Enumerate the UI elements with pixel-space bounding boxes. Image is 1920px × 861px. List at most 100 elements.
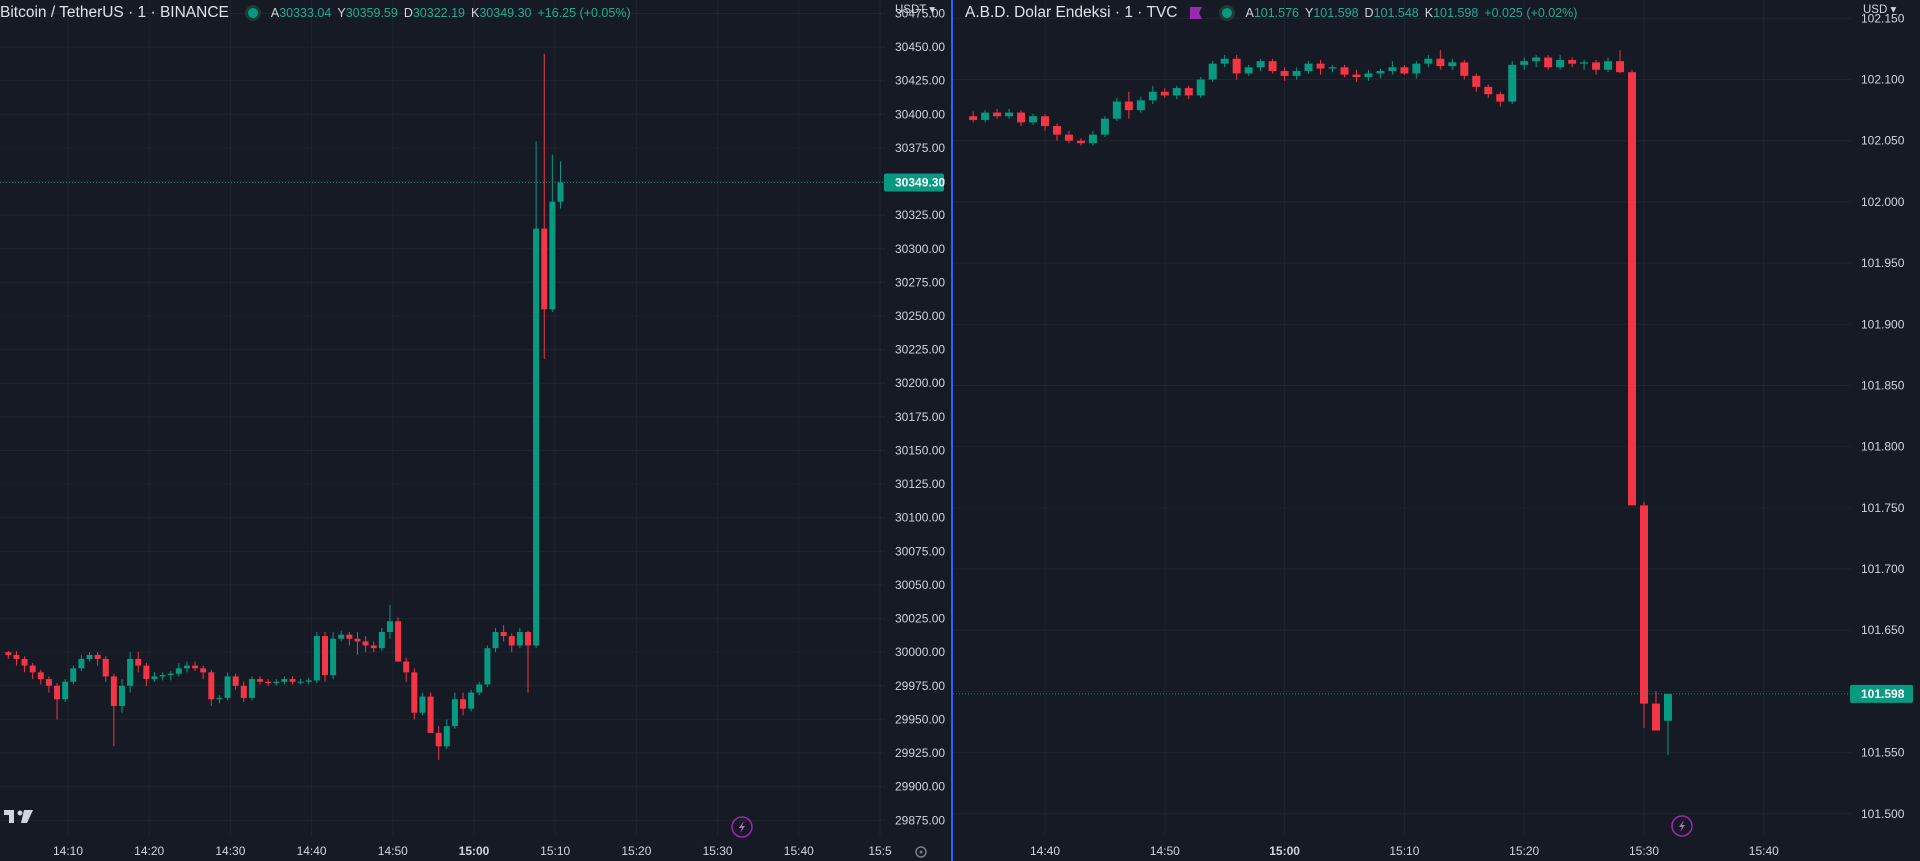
candle[interactable] [183, 661, 190, 673]
candle[interactable] [5, 650, 12, 659]
candle[interactable] [13, 650, 20, 666]
candle[interactable] [37, 669, 44, 685]
candle[interactable] [1352, 69, 1361, 82]
candle[interactable] [1088, 130, 1097, 146]
candle[interactable] [1124, 91, 1133, 119]
candle[interactable] [386, 605, 393, 639]
candle[interactable] [1544, 55, 1553, 70]
candle[interactable] [1064, 130, 1073, 144]
candle[interactable] [1220, 55, 1229, 68]
candle[interactable] [362, 636, 369, 653]
candle[interactable] [435, 726, 442, 760]
candle[interactable] [1256, 58, 1265, 71]
gear-icon[interactable] [915, 846, 927, 858]
candle[interactable] [476, 681, 483, 696]
btcusdt-candlestick-chart[interactable]: 30475.00 30450.00 30425.00 30400.00 30375.00… [0, 0, 951, 861]
candle[interactable] [273, 679, 280, 686]
candle[interactable] [127, 652, 134, 693]
candle[interactable] [338, 630, 345, 642]
candle[interactable] [192, 661, 199, 672]
candle[interactable] [1472, 73, 1481, 92]
time-axis[interactable]: 14:10 14:20 14:30 14:40 14:50 15:00 15:10 15:20… [53, 844, 892, 858]
dxy-candlestick-chart[interactable]: 102.150 102.100 102.050 102.000 101.950 101.9… [953, 0, 1920, 861]
candle[interactable] [216, 695, 223, 704]
chart-pane-btcusdt[interactable]: 30475.00 30450.00 30425.00 30400.00 30375.00… [0, 0, 951, 861]
candle[interactable] [1376, 68, 1385, 79]
candle[interactable] [159, 672, 166, 681]
candle[interactable] [1364, 69, 1373, 81]
candle[interactable] [1616, 50, 1625, 74]
candle[interactable] [484, 645, 491, 688]
candle[interactable] [1448, 58, 1457, 70]
symbol-title[interactable]: Bitcoin / TetherUS · 1 · BINANCE [0, 4, 229, 21]
candle[interactable] [1412, 61, 1421, 79]
candle[interactable] [468, 689, 475, 712]
candle[interactable] [240, 681, 247, 702]
candle[interactable] [969, 111, 978, 123]
candle[interactable] [1628, 69, 1637, 506]
candle[interactable] [1160, 88, 1169, 98]
candle[interactable] [1184, 85, 1193, 100]
symbol-title[interactable]: A.B.D. Dolar Endeksi · 1 · TVC [965, 4, 1178, 21]
candle[interactable] [1520, 57, 1529, 70]
candle[interactable] [102, 656, 109, 682]
candle[interactable] [1388, 61, 1397, 75]
lightning-icon[interactable] [1671, 815, 1693, 837]
candle[interactable] [1424, 55, 1433, 68]
candle[interactable] [167, 671, 174, 681]
candle[interactable] [1604, 57, 1613, 73]
candle[interactable] [451, 692, 458, 729]
candle[interactable] [1304, 61, 1313, 74]
currency-selector[interactable]: USD ▾ [1863, 4, 1897, 16]
candle[interactable] [1005, 108, 1014, 119]
candle[interactable] [78, 654, 85, 672]
candle[interactable] [541, 53, 548, 360]
tradingview-logo-icon[interactable] [4, 810, 33, 823]
candle[interactable] [1136, 96, 1145, 113]
candle[interactable] [395, 617, 402, 662]
candle[interactable] [118, 679, 125, 713]
candle[interactable] [427, 692, 434, 733]
time-axis[interactable]: 14:40 14:50 15:00 15:10 15:20 15:30 15:40 [1030, 844, 1779, 858]
candle[interactable] [557, 161, 564, 209]
candle[interactable] [1580, 59, 1589, 70]
candle[interactable] [1041, 113, 1049, 131]
candle[interactable] [1196, 77, 1205, 98]
candle[interactable] [1017, 110, 1026, 127]
candle[interactable] [313, 632, 320, 684]
candle[interactable] [297, 679, 304, 685]
candle[interactable] [1556, 55, 1565, 70]
candle[interactable] [1651, 691, 1660, 731]
candle[interactable] [1663, 693, 1672, 756]
price-axis[interactable]: 102.150 102.100 102.050 102.000 101.950 101.9… [1851, 0, 1920, 861]
pane-divider[interactable] [951, 0, 953, 861]
candle[interactable] [1268, 58, 1277, 74]
candle[interactable] [94, 652, 101, 666]
candle[interactable] [1640, 501, 1648, 729]
candle[interactable] [265, 679, 272, 686]
candle[interactable] [70, 665, 77, 685]
candle[interactable] [403, 657, 410, 682]
candle[interactable] [21, 656, 28, 673]
candle[interactable] [208, 669, 215, 706]
candle[interactable] [1592, 59, 1601, 75]
candle[interactable] [1508, 61, 1517, 105]
candle[interactable] [281, 676, 288, 685]
candle[interactable] [1100, 116, 1109, 138]
candle[interactable] [1244, 64, 1253, 76]
candle[interactable] [1076, 138, 1085, 146]
candle[interactable] [1232, 55, 1241, 80]
candle[interactable] [354, 632, 361, 655]
candle[interactable] [151, 672, 158, 682]
candle[interactable] [1029, 113, 1038, 125]
candle[interactable] [524, 630, 531, 693]
candle[interactable] [1568, 57, 1577, 68]
candle[interactable] [29, 662, 36, 680]
candle[interactable] [1340, 64, 1349, 78]
candle[interactable] [1172, 85, 1181, 100]
candle[interactable] [200, 665, 207, 680]
candle[interactable] [1460, 59, 1469, 80]
candle[interactable] [419, 692, 426, 716]
candle[interactable] [516, 627, 523, 649]
currency-selector[interactable]: USDT ▾ [895, 4, 936, 16]
